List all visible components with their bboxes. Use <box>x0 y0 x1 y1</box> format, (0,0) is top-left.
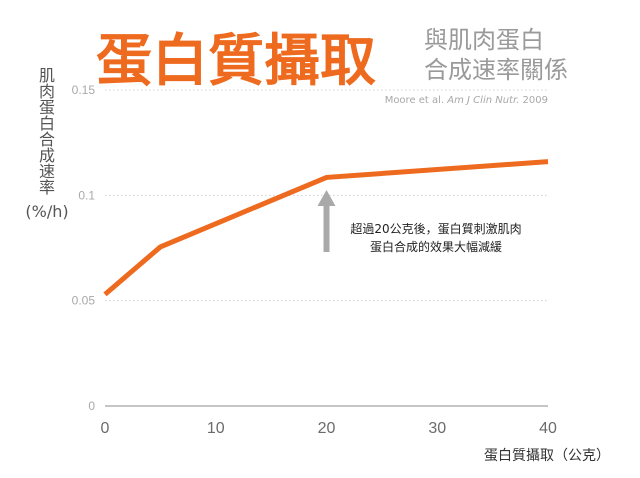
data-series <box>103 159 549 297</box>
y-axis-label-char: 肌 <box>39 66 55 85</box>
x-tick-label: 20 <box>318 420 336 437</box>
annotation-line1: 超過20公克後，蛋白質刺激肌肉 <box>350 221 521 236</box>
x-tick-label: 10 <box>207 420 225 437</box>
x-tick-label: 40 <box>539 420 557 437</box>
source-year: 2009 <box>519 95 548 106</box>
annotation-line2: 蛋白合成的效果大幅減緩 <box>370 239 502 254</box>
series-line <box>103 159 549 297</box>
x-tick-label: 0 <box>101 420 110 437</box>
annotation-arrow-shaft <box>323 204 330 252</box>
y-tick-label: 0 <box>88 399 95 413</box>
source-authors: Moore et al. <box>385 95 448 106</box>
x-axis-label: 蛋白質攝取（公克） <box>484 448 610 464</box>
y-tick-label: 0.1 <box>78 188 95 202</box>
y-axis-label-char: 合 <box>39 130 55 149</box>
y-axis-label-char: 成 <box>39 146 55 165</box>
chart-title: 蛋白質攝取 <box>96 29 376 94</box>
y-axis-label-char: 速 <box>39 162 55 181</box>
tick-labels: 0 0.05 0.1 0.15 0 10 20 30 40 <box>72 83 557 437</box>
y-axis-label-char: 率 <box>39 178 55 197</box>
y-axis-unit: (%/h) <box>25 202 68 221</box>
chart-subtitle-line1: 與肌肉蛋白 <box>424 26 544 54</box>
annotation-arrow-head <box>317 190 336 206</box>
y-tick-label: 0.05 <box>72 294 96 308</box>
x-tick-label: 30 <box>428 420 446 437</box>
y-axis-label-char: 白 <box>39 114 55 133</box>
y-tick-label: 0.15 <box>72 83 96 97</box>
y-axis-label-char: 肉 <box>39 82 55 101</box>
source-citation: Moore et al. Am J Clin Nutr. 2009 <box>385 95 548 106</box>
chart-subtitle-line2: 合成速率關係 <box>424 56 568 84</box>
source-journal: Am J Clin Nutr. <box>446 95 519 106</box>
y-axis-label-char: 蛋 <box>39 98 55 117</box>
